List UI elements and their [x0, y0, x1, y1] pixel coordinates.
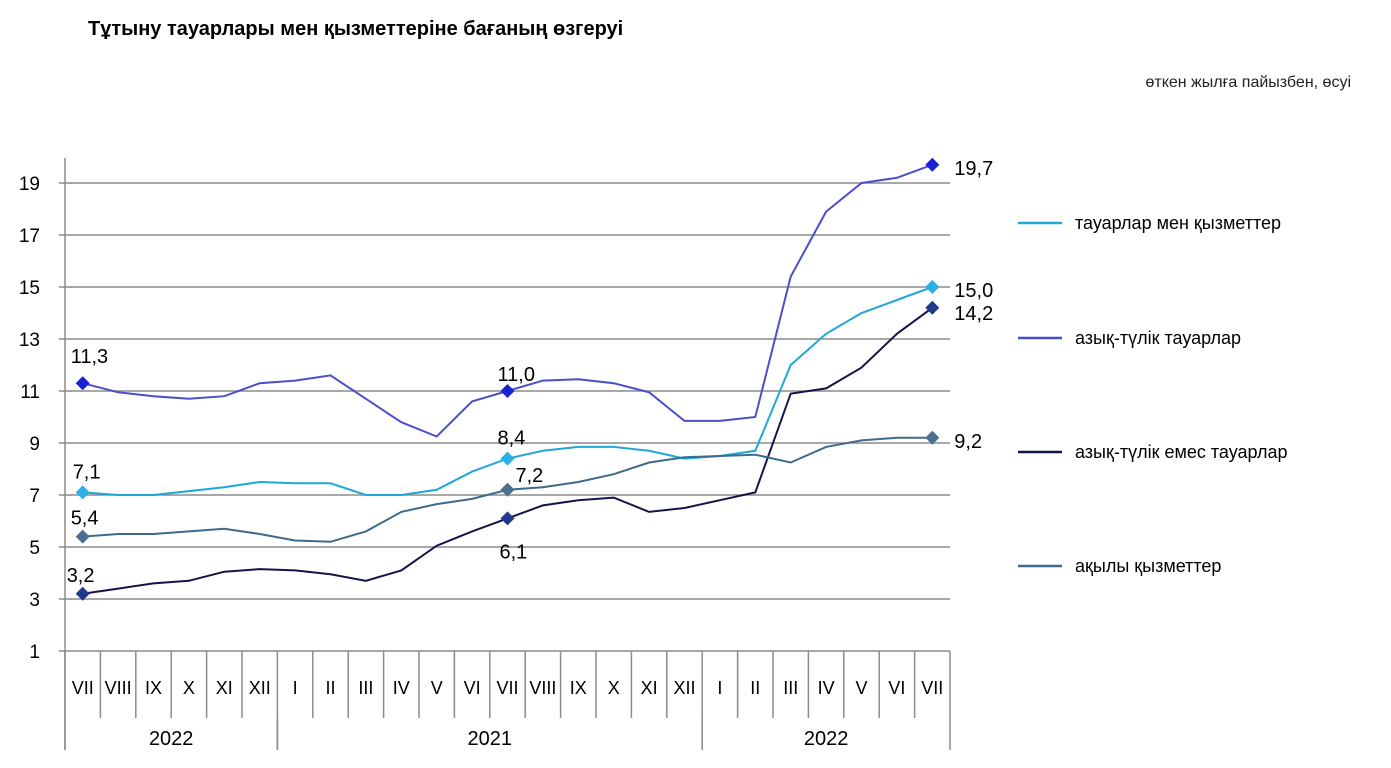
chart-title: Тұтыну тауарлары мен қызметтеріне бағаны…	[88, 18, 624, 40]
y-tick-label: 13	[19, 330, 40, 351]
legend-label: азық-түлік емес тауарлар	[1075, 442, 1287, 462]
x-tick-label: I	[717, 678, 722, 698]
data-label: 11,3	[71, 346, 108, 368]
data-point-marker	[75, 586, 90, 601]
data-point-marker	[500, 451, 515, 466]
data-label: 19,7	[954, 158, 993, 180]
data-label: 9,2	[954, 431, 982, 453]
data-point-marker	[75, 485, 90, 500]
y-tick-label: 7	[29, 486, 40, 507]
data-label: 5,4	[71, 508, 99, 530]
data-label: 15,0	[954, 280, 993, 302]
x-tick-label: VII	[921, 678, 943, 698]
y-tick-label: 9	[29, 434, 40, 455]
data-point-marker	[500, 511, 515, 526]
x-tick-label: III	[783, 678, 798, 698]
x-tick-label: XI	[641, 678, 658, 698]
x-tick-label: VI	[464, 678, 481, 698]
x-tick-label: I	[293, 678, 298, 698]
year-label: 2021	[468, 728, 513, 750]
data-point-marker	[925, 157, 940, 172]
x-tick-label: III	[358, 678, 373, 698]
data-point-marker	[75, 376, 90, 391]
x-tick-label: V	[855, 678, 867, 698]
x-tick-label: X	[608, 678, 620, 698]
y-tick-label: 11	[20, 382, 40, 403]
y-tick-label: 3	[29, 590, 40, 611]
x-tick-label: X	[183, 678, 195, 698]
year-label: 2022	[149, 728, 194, 750]
data-label: 3,2	[67, 565, 95, 587]
y-tick-label: 15	[19, 278, 40, 299]
x-tick-label: II	[325, 678, 335, 698]
data-point-marker	[925, 300, 940, 315]
legend-label: ақылы қызметтер	[1075, 556, 1221, 576]
x-tick-label: XII	[249, 678, 271, 698]
x-tick-label: IX	[570, 678, 587, 698]
data-label: 7,2	[516, 465, 544, 487]
chart-subtitle: өткен жылға пайызбен, өсуі	[1145, 74, 1351, 91]
data-point-marker	[500, 482, 515, 497]
legend-label: тауарлар мен қызметтер	[1075, 213, 1281, 233]
x-tick-label: IV	[393, 678, 410, 698]
x-tick-label: VII	[72, 678, 94, 698]
x-tick-label: V	[431, 678, 443, 698]
data-point-marker	[925, 430, 940, 445]
y-tick-label: 17	[19, 226, 40, 247]
x-tick-label: IV	[818, 678, 835, 698]
y-tick-label: 19	[19, 174, 40, 195]
legend-label: азық-түлік тауарлар	[1075, 328, 1241, 348]
data-point-marker	[925, 280, 940, 294]
data-label: 7,1	[73, 461, 101, 483]
x-tick-label: VI	[888, 678, 905, 698]
y-tick-label: 5	[29, 538, 40, 559]
data-point-marker	[75, 529, 90, 544]
x-tick-label: IX	[145, 678, 162, 698]
data-label: 14,2	[954, 303, 993, 325]
x-tick-label: II	[750, 678, 760, 698]
data-label: 6,1	[500, 541, 528, 563]
x-tick-label: VIII	[105, 678, 132, 698]
x-tick-label: XII	[673, 678, 695, 698]
x-tick-label: XI	[216, 678, 233, 698]
x-tick-label: VIII	[529, 678, 556, 698]
x-tick-label: VII	[496, 678, 518, 698]
y-tick-label: 1	[29, 642, 40, 663]
data-point-marker	[500, 384, 515, 398]
data-label: 11,0	[498, 364, 535, 386]
data-label: 8,4	[498, 428, 526, 450]
year-label: 2022	[804, 728, 849, 750]
